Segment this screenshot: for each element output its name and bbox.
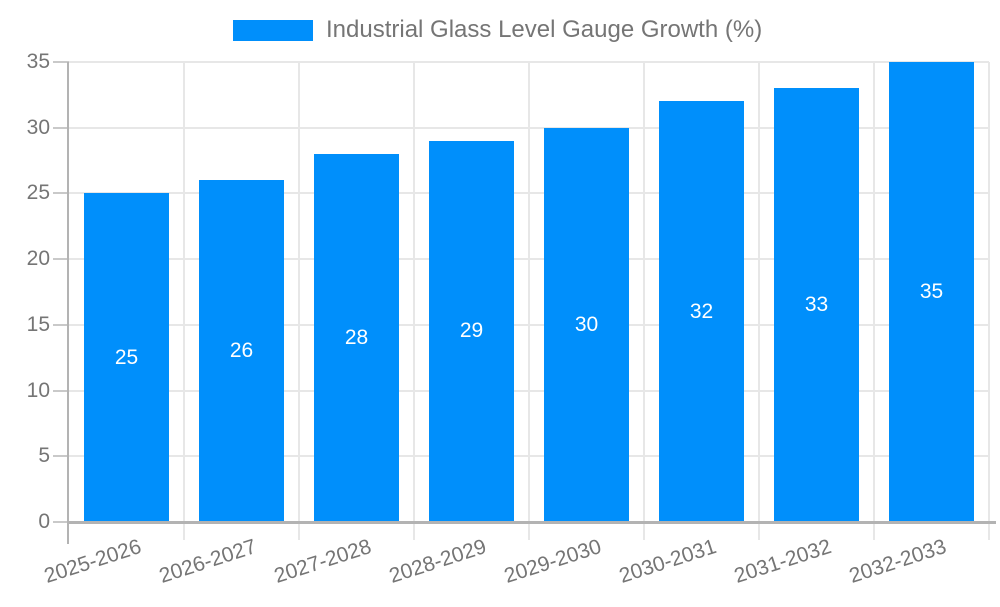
gridline-x-1 (183, 62, 185, 540)
bar-value-label: 33 (804, 293, 829, 317)
bar-2025-2026[interactable]: 25 (84, 193, 169, 522)
y-tick-20 (53, 258, 69, 261)
bar-2026-2027[interactable]: 26 (199, 180, 284, 522)
bar-value-label: 29 (459, 319, 484, 343)
legend-label[interactable]: Industrial Glass Level Gauge Growth (%) (326, 16, 763, 43)
gridline-x-5 (643, 62, 645, 540)
y-axis-label-20: 20 (26, 247, 50, 271)
y-tick-30 (53, 126, 69, 129)
y-tick-35 (53, 61, 69, 63)
gridline-x-7 (873, 62, 875, 540)
bar-2028-2029[interactable]: 29 (429, 140, 514, 522)
bar-2032-2033[interactable]: 35 (889, 62, 974, 522)
y-tick-0 (53, 521, 69, 523)
y-axis-label-10: 10 (26, 378, 50, 402)
y-axis-label-5: 5 (38, 444, 50, 468)
bar-value-label: 32 (689, 299, 714, 323)
y-tick-5 (53, 455, 69, 458)
bar-value-label: 28 (344, 326, 369, 349)
y-tick-25 (53, 192, 69, 195)
bar-2029-2030[interactable]: 30 (544, 127, 629, 522)
y-axis-label-15: 15 (26, 312, 50, 336)
gridline-x-8 (988, 62, 990, 540)
x-axis-line (67, 521, 996, 524)
gridline-x-2 (298, 62, 300, 540)
bar-2030-2031[interactable]: 32 (659, 101, 744, 522)
bar-value-label: 25 (114, 345, 139, 369)
gridline-x-3 (413, 62, 415, 540)
y-axis-line (67, 62, 69, 544)
bar-value-label: 35 (919, 280, 944, 303)
y-axis-label-0: 0 (38, 510, 50, 533)
bar-value-label: 30 (574, 312, 599, 336)
legend-swatch[interactable] (233, 20, 313, 41)
legend: Industrial Glass Level Gauge Growth (%) (0, 0, 1000, 50)
gridline-x-6 (758, 62, 760, 540)
y-tick-10 (53, 389, 69, 392)
y-tick-15 (53, 323, 69, 326)
bar-value-label: 26 (229, 339, 254, 363)
bar-2031-2032[interactable]: 33 (774, 88, 859, 522)
y-axis-label-25: 25 (26, 181, 50, 205)
y-axis-label-35: 35 (26, 50, 50, 73)
bar-2027-2028[interactable]: 28 (314, 154, 399, 522)
gridline-x-4 (528, 62, 530, 540)
y-axis-label-30: 30 (26, 115, 50, 139)
